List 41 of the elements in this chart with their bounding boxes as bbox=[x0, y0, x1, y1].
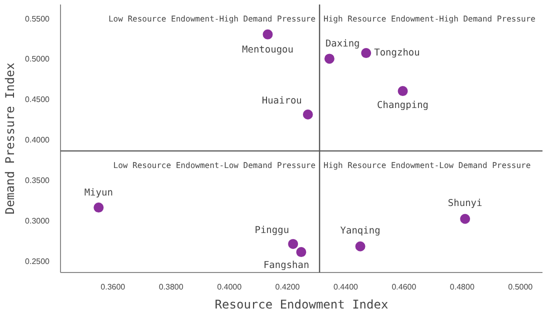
annotation: Yanqing bbox=[340, 225, 380, 236]
point bbox=[288, 238, 298, 249]
annotation: High Resource Endowment-Low Demand Pressure bbox=[324, 160, 531, 170]
point bbox=[355, 241, 366, 252]
x-tick-label: 0.4200 bbox=[275, 282, 300, 292]
annotation: Low Resource Endowment-Low Demand Pressure bbox=[113, 160, 316, 170]
x-tick-label: 0.3800 bbox=[158, 282, 184, 292]
point bbox=[324, 54, 334, 64]
annotation: Fangshan bbox=[263, 260, 310, 272]
annotation: Pinggu bbox=[254, 224, 290, 236]
x-tick-label: 0.4800 bbox=[450, 282, 475, 292]
y-axis-title: Demand Pressure Index bbox=[3, 62, 18, 214]
annotation: Tongzhou bbox=[374, 48, 420, 59]
y-tick-label: 0.4000 bbox=[25, 136, 50, 145]
x-tick-label: 0.4400 bbox=[334, 282, 359, 292]
y-tick-label: 0.3000 bbox=[25, 216, 50, 226]
annotation: Huairou bbox=[262, 96, 302, 107]
x-tick-label: 0.3600 bbox=[100, 282, 126, 292]
annotation: High Resource Endowment-High Demand Pressure bbox=[324, 14, 536, 24]
point bbox=[398, 86, 408, 96]
x-axis-title: Resource Endowment Index bbox=[214, 298, 388, 312]
annotation: Low Resource Endowment-High Demand Pressure bbox=[108, 14, 316, 24]
annotation: Daxing bbox=[325, 38, 360, 50]
y-tick-label: 0.5500 bbox=[25, 14, 50, 24]
annotation: Miyun bbox=[84, 188, 113, 199]
annotation: Changping bbox=[377, 100, 429, 112]
x-tick-label: 0.4000 bbox=[217, 282, 242, 292]
point bbox=[460, 214, 470, 224]
annotation: Shunyi bbox=[448, 198, 483, 209]
y-tick-label: 0.5000 bbox=[25, 54, 50, 64]
point bbox=[262, 29, 273, 40]
point bbox=[302, 110, 313, 120]
point bbox=[94, 202, 104, 213]
y-tick-label: 0.2500 bbox=[25, 256, 50, 266]
x-tick-label: 0.5000 bbox=[508, 282, 534, 292]
point bbox=[361, 48, 372, 58]
y-tick-label: 0.3500 bbox=[25, 176, 50, 186]
annotation: Mentougou bbox=[242, 44, 294, 56]
point bbox=[296, 247, 306, 258]
y-tick-label: 0.4500 bbox=[25, 95, 50, 104]
x-tick-label: 0.4600 bbox=[392, 282, 417, 292]
